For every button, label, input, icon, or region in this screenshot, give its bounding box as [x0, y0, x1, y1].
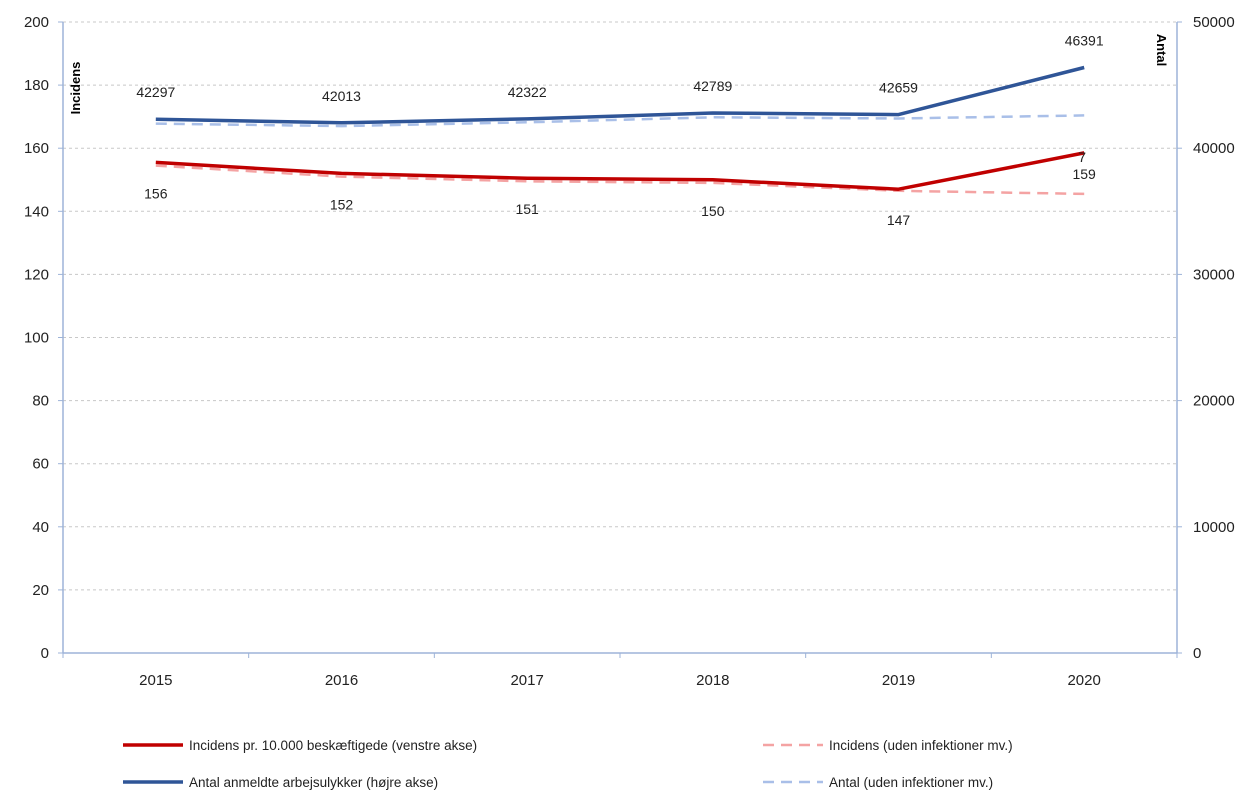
y-tick-label-right: 20000 [1193, 393, 1235, 410]
data-label: 156 [144, 185, 168, 201]
series-lines [155, 65, 1085, 196]
x-tick-label: 2018 [696, 672, 729, 689]
y-tick-label-left: 60 [32, 456, 49, 473]
data-labels: 156 152 151 150 147 159 42297 42013 42322 42789 42… [136, 33, 1103, 229]
annotation: 7 [1078, 149, 1086, 165]
data-label: 159 [1072, 166, 1096, 182]
data-label: 46391 [1065, 33, 1104, 49]
data-label: 147 [887, 212, 911, 228]
x-tick-label: 2015 [139, 672, 172, 689]
y-tick-label-left: 120 [24, 266, 49, 283]
y-tick-label-right: 10000 [1193, 519, 1235, 536]
legend-label: Incidens (uden infektioner mv.) [829, 738, 1013, 753]
data-label: 150 [701, 203, 725, 219]
legend-label: Incidens pr. 10.000 beskæftigede (venstr… [189, 738, 477, 753]
x-tick-label: 2017 [510, 672, 543, 689]
y-tick-label-right: 0 [1193, 645, 1201, 662]
series-line [155, 65, 1085, 125]
y-tick-label-left: 100 [24, 330, 49, 347]
y-tick-label-left: 20 [32, 582, 49, 599]
data-label: 42659 [879, 80, 918, 96]
y-tick-label-left: 140 [24, 203, 49, 220]
y-tick-label-left: 0 [41, 645, 49, 662]
y-axis-right-label: Antal [1154, 34, 1169, 67]
y-tick-label-right: 30000 [1193, 266, 1235, 283]
y-tick-label-left: 40 [32, 519, 49, 536]
data-label: 151 [515, 201, 539, 217]
y-tick-label-left: 80 [32, 393, 49, 410]
axes: 0 20 40 60 80 100 120 140 160 180 200 0 10000 20000 30… [24, 14, 1235, 689]
legend: Incidens pr. 10.000 beskæftigede (venstr… [123, 738, 1013, 790]
y-tick-label-left: 180 [24, 77, 49, 94]
legend-label: Antal anmeldte arbejsulykker (højre akse… [189, 775, 438, 790]
series-line [155, 164, 1085, 196]
x-tick-label: 2019 [882, 672, 915, 689]
legend-label: Antal (uden infektioner mv.) [829, 775, 993, 790]
x-tick-label: 2016 [325, 672, 358, 689]
series-line [155, 114, 1085, 128]
gridlines [63, 21, 1177, 591]
y-tick-label-right: 50000 [1193, 14, 1235, 31]
y-tick-label-right: 40000 [1193, 140, 1235, 157]
data-label: 42013 [322, 88, 361, 104]
data-label: 42297 [136, 84, 175, 100]
y-tick-label-left: 160 [24, 140, 49, 157]
series-line [155, 151, 1085, 191]
data-label: 42322 [508, 84, 547, 100]
data-label: 152 [330, 196, 354, 212]
y-axis-left-label: Incidens [68, 62, 83, 115]
data-label: 42789 [693, 78, 732, 94]
y-tick-label-left: 200 [24, 14, 49, 31]
x-tick-label: 2020 [1067, 672, 1100, 689]
